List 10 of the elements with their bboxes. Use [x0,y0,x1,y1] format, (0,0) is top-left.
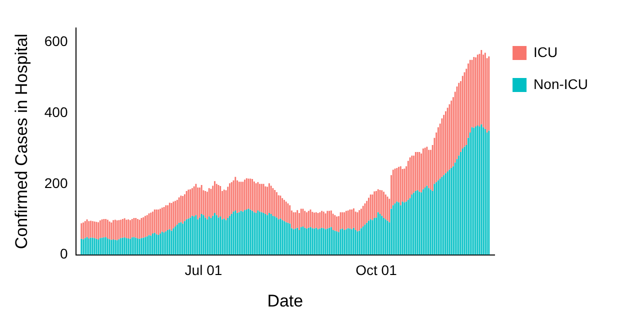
y-axis-title: Confirmed Cases in Hospital [12,34,31,250]
legend-label: ICU [534,44,558,60]
x-tick-label: Jul 01 [184,262,222,278]
legend-label: Non-ICU [534,76,588,92]
y-tick-label: 600 [44,33,68,50]
y-tick-label: 0 [60,246,68,262]
y-tick-label: 400 [44,104,68,120]
y-tick-label: 200 [44,174,68,191]
x-tick-label: Oct 01 [356,262,398,278]
x-axis-title: Date [267,291,304,310]
